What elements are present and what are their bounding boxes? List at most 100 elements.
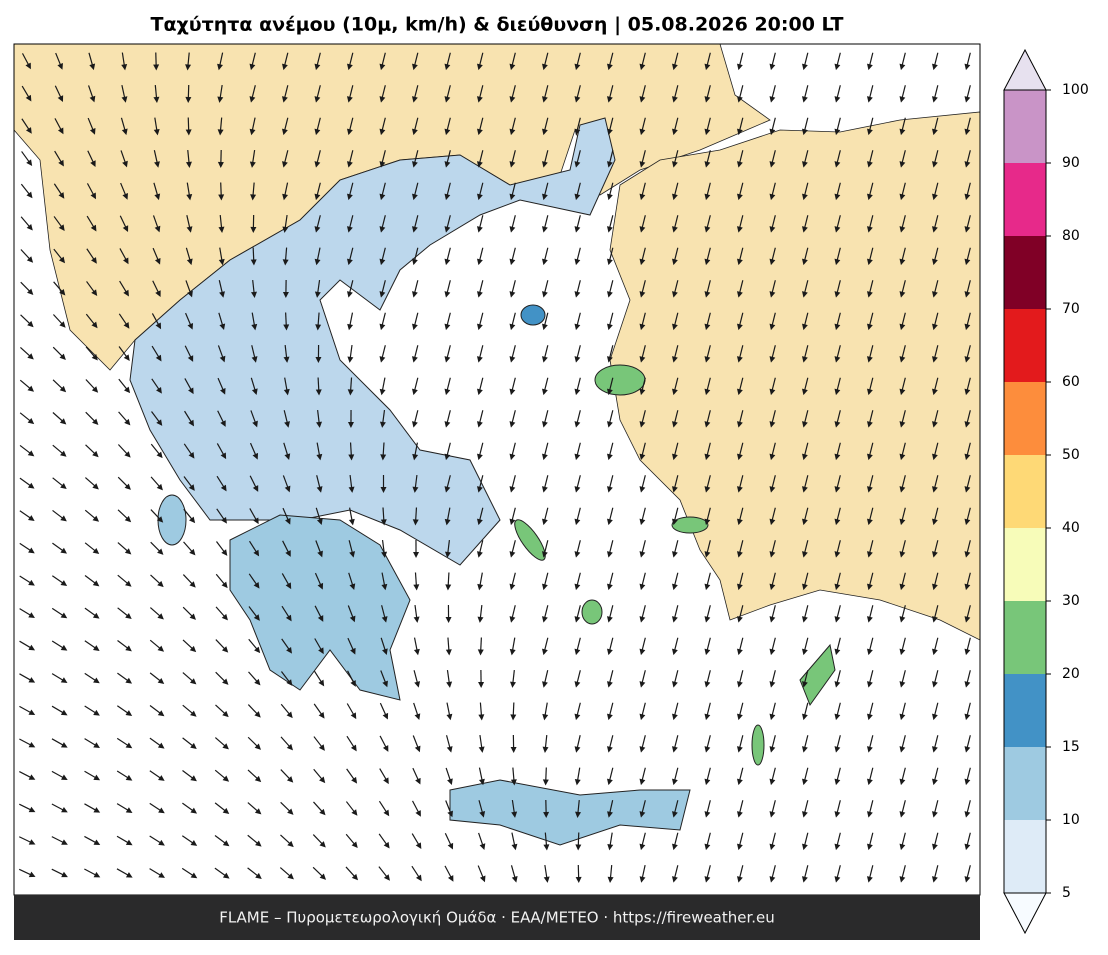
wind-arrow-head	[252, 485, 259, 492]
wind-arrow-head	[254, 775, 262, 783]
wind-arrow-head	[834, 161, 841, 168]
wind-arrow-head	[607, 811, 613, 818]
wind-arrow-head	[411, 323, 418, 331]
wind-arrow-head	[736, 616, 743, 623]
wind-arrow-head	[769, 226, 776, 233]
wind-arrow-head	[379, 356, 386, 363]
colorbar-tick-label: 50	[1062, 447, 1080, 463]
wind-arrow-head	[154, 225, 161, 233]
wind-arrow-head	[541, 648, 548, 656]
wind-arrow-head	[931, 453, 938, 461]
wind-arrow-head	[217, 129, 224, 136]
wind-arrow-head	[479, 843, 486, 850]
wind-arrow-head	[189, 548, 196, 556]
wind-arrow-head	[314, 258, 321, 266]
wind-arrow-head	[671, 453, 678, 461]
wind-arrow-head	[541, 96, 548, 103]
wind-arrow-head	[639, 388, 646, 396]
wind-arrow-head	[379, 421, 386, 428]
wind-arrow-head	[156, 483, 163, 491]
wind-arrow-head	[317, 582, 324, 590]
wind-arrow-head	[282, 291, 289, 298]
wind-arrow-head	[156, 451, 163, 459]
colorbar-segment	[1004, 601, 1046, 674]
wind-arrow-head	[346, 258, 353, 266]
colorbar-segment	[1004, 90, 1046, 163]
wind-arrow-head	[931, 778, 938, 786]
wind-arrow-head	[314, 226, 321, 233]
wind-arrow-head	[413, 648, 420, 656]
wind-arrow-head	[124, 418, 131, 426]
wind-arrow-head	[899, 616, 906, 623]
wind-arrow-head	[346, 291, 353, 298]
wind-arrow-head	[185, 64, 192, 71]
wind-arrow-head	[254, 678, 261, 686]
wind-arrow-head	[574, 128, 581, 136]
colorbar-segment	[1004, 455, 1046, 528]
wind-arrow-head	[27, 450, 35, 457]
wind-arrow-head	[219, 291, 225, 298]
wind-arrow-head	[801, 811, 808, 818]
wind-arrow-head	[964, 648, 971, 656]
wind-arrow-head	[92, 580, 100, 587]
wind-arrow-head	[639, 226, 646, 233]
colorbar-tick-label: 10	[1062, 812, 1080, 828]
wind-arrow-head	[606, 746, 613, 753]
wind-arrow-head	[283, 356, 290, 363]
wind-arrow-head	[476, 486, 483, 493]
wind-arrow-head	[255, 840, 262, 847]
wind-arrow-head	[511, 811, 518, 818]
wind-arrow-head	[251, 291, 257, 298]
wind-arrow-head	[89, 63, 96, 71]
wind-arrow-head	[964, 518, 971, 526]
wind-arrow-head	[736, 226, 743, 233]
wind-arrow-head	[899, 323, 906, 331]
wind-arrow-head	[509, 226, 516, 233]
wind-arrow-head	[60, 547, 68, 554]
wind-arrow-head	[476, 388, 483, 396]
wind-arrow-head	[671, 518, 678, 526]
colorbar-segment	[1004, 382, 1046, 455]
wind-arrow-head	[411, 193, 418, 201]
wind-arrow-head	[606, 161, 613, 168]
wind-arrow-head	[220, 452, 227, 460]
land-rhodes	[799, 643, 836, 707]
wind-arrow-head	[574, 713, 581, 721]
wind-arrow-head	[964, 96, 971, 103]
wind-arrow-head	[346, 226, 353, 233]
wind-arrow-head	[671, 778, 678, 786]
wind-arrow-head	[541, 551, 548, 558]
wind-arrow-head	[348, 486, 355, 493]
wind-arrow-head	[509, 161, 516, 168]
wind-arrow-head	[931, 161, 938, 168]
wind-arrow-head	[509, 128, 516, 136]
wind-arrow-head	[671, 876, 678, 883]
wind-arrow-head	[286, 646, 293, 654]
wind-arrow-head	[931, 843, 938, 851]
wind-arrow-head	[866, 551, 873, 558]
wind-arrow-head	[801, 746, 808, 753]
wind-arrow-head	[57, 95, 64, 103]
wind-arrow-head	[315, 324, 322, 331]
colorbar-tick-label: 70	[1062, 301, 1080, 317]
wind-arrow-head	[158, 807, 165, 814]
wind-arrow-head	[606, 453, 613, 461]
colorbar-tick-label: 60	[1062, 374, 1080, 390]
wind-arrow-head	[931, 323, 938, 331]
wind-arrow-head	[157, 548, 164, 555]
wind-arrow-head	[121, 63, 128, 71]
wind-arrow-head	[511, 876, 518, 883]
wind-arrow-head	[315, 356, 322, 363]
wind-arrow-head	[446, 681, 453, 688]
wind-arrow-head	[736, 746, 743, 753]
wind-arrow-head	[123, 289, 129, 297]
wind-arrow-head	[411, 226, 418, 233]
wind-arrow-head	[736, 356, 743, 363]
wind-arrow-head	[476, 421, 483, 428]
wind-arrow-head	[769, 258, 776, 266]
wind-arrow-head	[704, 161, 711, 168]
wind-arrow-head	[125, 710, 133, 716]
wind-arrow-head	[704, 876, 711, 883]
wind-arrow-head	[158, 839, 165, 846]
wind-arrow-head	[704, 518, 711, 526]
